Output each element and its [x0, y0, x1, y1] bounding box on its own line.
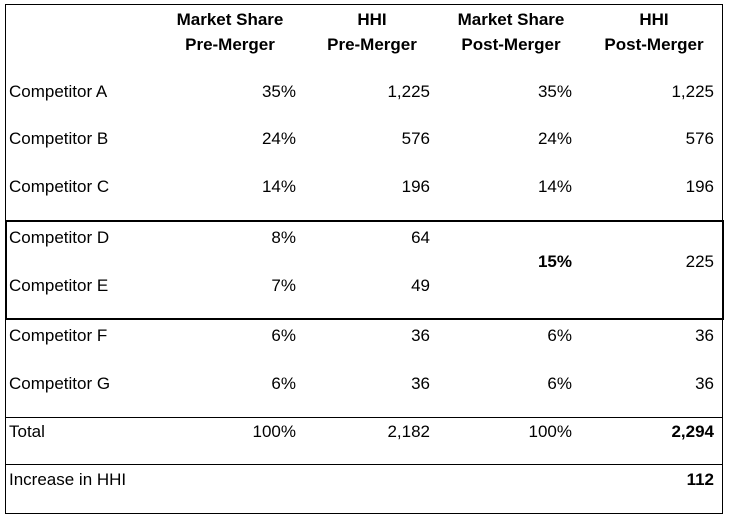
row-e-hhi-pre: 49	[411, 276, 430, 295]
row-g-ms-post: 6%	[547, 374, 572, 393]
row-a-ms-post: 35%	[537, 82, 572, 101]
total-ms-pre: 100%	[252, 422, 296, 441]
row-a-hhi-post: 1,225	[671, 82, 714, 101]
header-market-share-pre: Market Share Pre-Merger	[160, 7, 300, 57]
total-label: Total	[9, 422, 45, 441]
header-line1: HHI	[357, 10, 387, 29]
header-line2: Pre-Merger	[327, 35, 417, 54]
row-c-name: Competitor C	[9, 177, 110, 196]
header-hhi-post: HHI Post-Merger	[584, 7, 724, 57]
row-e-ms-pre: 7%	[271, 276, 296, 295]
total-ms-post: 100%	[528, 422, 572, 441]
row-a-ms-pre: 35%	[261, 82, 296, 101]
total-divider	[5, 417, 723, 418]
row-g-name: Competitor G	[9, 374, 111, 393]
row-c-hhi-pre: 196	[401, 177, 430, 196]
row-f-hhi-pre: 36	[411, 326, 430, 345]
row-f-hhi-post: 36	[695, 326, 714, 345]
row-d-ms-pre: 8%	[271, 228, 296, 247]
row-d-name: Competitor D	[9, 228, 110, 247]
row-b-ms-post: 24%	[537, 129, 572, 148]
row-c-ms-pre: 14%	[261, 177, 296, 196]
row-f-ms-pre: 6%	[271, 326, 296, 345]
row-f-name: Competitor F	[9, 326, 108, 345]
row-b-hhi-post: 576	[685, 129, 714, 148]
row-g-hhi-pre: 36	[411, 374, 430, 393]
row-c-hhi-post: 196	[685, 177, 714, 196]
header-market-share-post: Market Share Post-Merger	[441, 7, 581, 57]
merger-box	[5, 220, 724, 320]
header-line1: Market Share	[457, 10, 565, 29]
row-f-ms-post: 6%	[547, 326, 572, 345]
header-line2: Post-Merger	[461, 35, 561, 54]
row-a-name: Competitor A	[9, 82, 108, 101]
row-e-name: Competitor E	[9, 276, 109, 295]
row-b-name: Competitor B	[9, 129, 109, 148]
header-line1: Market Share	[176, 10, 284, 29]
row-c-ms-post: 14%	[537, 177, 572, 196]
row-g-hhi-post: 36	[695, 374, 714, 393]
row-g-ms-pre: 6%	[271, 374, 296, 393]
row-b-hhi-pre: 576	[401, 129, 430, 148]
row-d-hhi-pre: 64	[411, 228, 430, 247]
total-hhi-post: 2,294	[671, 422, 714, 441]
row-a-hhi-pre: 1,225	[387, 82, 430, 101]
total-hhi-pre: 2,182	[387, 422, 430, 441]
header-line1: HHI	[639, 10, 669, 29]
increase-value: 112	[686, 470, 714, 489]
header-hhi-pre: HHI Pre-Merger	[302, 7, 442, 57]
increase-divider	[5, 464, 723, 465]
increase-label: Increase in HHI	[9, 470, 127, 489]
row-b-ms-pre: 24%	[261, 129, 296, 148]
merged-hhi-post: 225	[685, 252, 714, 271]
merged-ms-post: 15%	[537, 252, 572, 271]
header-line2: Pre-Merger	[185, 35, 275, 54]
header-line2: Post-Merger	[604, 35, 704, 54]
